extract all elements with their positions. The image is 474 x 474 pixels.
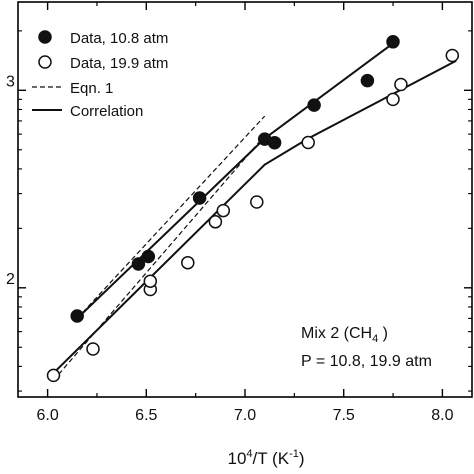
data-point-10-8-atm: [267, 135, 282, 150]
eqn-dashed-line: [53, 135, 266, 381]
x-tick-label: 8.0: [431, 407, 453, 424]
data-point-10-8-atm: [360, 73, 375, 88]
x-tick-label: 6.0: [36, 407, 58, 424]
y-tick-labels: 32: [6, 73, 15, 288]
legend-label-correlation: Correlation: [70, 103, 143, 120]
y-tick-label: 2: [6, 271, 15, 288]
data-point-19-9-atm: [86, 342, 100, 356]
x-tick-labels: 6.0 6.5 7.0 7.5 8.0: [36, 407, 453, 424]
legend-label-data-19-9: Data, 19.9 atm: [70, 55, 168, 72]
legend-label-eqn: Eqn. 1: [70, 80, 113, 97]
data-point-19-9-atm: [250, 195, 264, 209]
data-point-19-9-atm: [181, 255, 195, 270]
y-tick-label: 3: [6, 73, 15, 90]
data-point-10-8-atm: [192, 191, 207, 205]
legend-label-data-10-8: Data, 10.8 atm: [70, 30, 168, 47]
plot-frame: [17, 1, 473, 398]
data-point-19-9-atm: [301, 135, 315, 150]
data-point-10-8-atm: [386, 35, 400, 49]
x-tick-label: 6.5: [135, 407, 157, 424]
data-point-19-9-atm: [216, 203, 231, 218]
data-point-10-8-atm: [70, 309, 84, 323]
data-point-19-9-atm: [394, 77, 408, 92]
data-point-10-8-atm: [307, 98, 321, 112]
data-point-10-8-atm: [131, 257, 146, 271]
annotation-line-1: Mix 2 (CH4 ): [301, 325, 388, 345]
data-point-19-9-atm: [208, 215, 223, 229]
data-point-19-9-atm: [386, 92, 400, 107]
mix-annotation: Mix 2 (CH4 ) P = 10.8, 19.9 atm: [301, 325, 432, 370]
legend: Data, 10.8 atm Data, 19.9 atm Eqn. 1 Cor…: [32, 30, 168, 120]
data-point-19-9-atm: [143, 274, 158, 288]
legend-marker-filled: [38, 30, 52, 44]
data-points: [46, 35, 460, 383]
correlation-line: [52, 59, 457, 374]
data-point-19-9-atm: [46, 368, 61, 383]
legend-marker-open: [38, 55, 52, 69]
eqn-dashed-line: [76, 115, 266, 319]
x-tick-label: 7.0: [234, 407, 256, 424]
x-tick-label: 7.5: [333, 407, 355, 424]
data-point-19-9-atm: [445, 48, 460, 63]
x-axis-label: 104/T (K-1): [227, 448, 304, 468]
correlation-line: [76, 38, 400, 320]
annotation-line-2: P = 10.8, 19.9 atm: [301, 353, 432, 370]
data-point-10-8-atm: [141, 249, 156, 264]
fit-lines: [52, 38, 457, 381]
